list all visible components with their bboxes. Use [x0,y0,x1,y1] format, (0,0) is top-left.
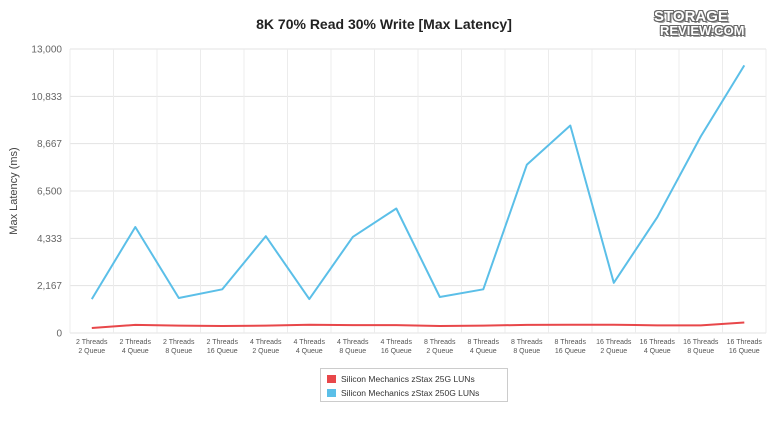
y-tick-label: 6,500 [37,187,62,198]
legend-label-25g: Silicon Mechanics zStax 25G LUNs [341,374,475,384]
x-tick-label: 16 Threads [727,339,763,346]
series-line-250g [90,64,746,301]
x-tick-label: 16 Threads [596,339,632,346]
x-tick-label: 8 Threads [468,339,500,346]
y-tick-label: 8,667 [37,139,62,150]
x-tick-label: 8 Threads [511,339,543,346]
x-tick-label: 8 Queue [513,348,540,355]
y-tick-label: 4,333 [37,234,62,245]
logo-line-1: STORAGE [654,8,728,25]
x-tick-label: 16 Threads [683,339,719,346]
x-tick-label: 8 Threads [555,339,587,346]
legend-item-250g[interactable]: Silicon Mechanics zStax 250G LUNs [327,386,501,400]
x-tick-label: 4 Threads [294,339,326,346]
x-tick-label: 4 Threads [250,339,282,346]
x-tick-label: 2 Threads [207,339,239,346]
y-tick-label: 13,000 [31,45,62,56]
x-tick-label: 4 Queue [644,348,671,355]
x-tick-label: 8 Queue [339,348,366,355]
x-tick-label: 2 Queue [252,348,279,355]
y-tick-label: 2,167 [37,281,62,292]
x-tick-label: 4 Queue [122,348,149,355]
x-tick-label: 16 Queue [555,348,586,355]
y-tick-label: 10,833 [31,92,62,103]
x-tick-label: 2 Threads [120,339,152,346]
legend-label-250g: Silicon Mechanics zStax 250G LUNs [341,388,480,398]
x-tick-label: 4 Queue [296,348,323,355]
x-tick-label: 2 Queue [600,348,627,355]
x-tick-label: 2 Threads [163,339,195,346]
x-tick-label: 2 Queue [78,348,105,355]
x-tick-label: 8 Threads [424,339,456,346]
y-axis-label: Max Latency (ms) [8,147,20,234]
chart-legend: Silicon Mechanics zStax 25G LUNs Silicon… [320,368,508,402]
y-tick-label: 0 [56,329,62,340]
chart-title: 8K 70% Read 30% Write [Max Latency] [256,16,512,32]
logo-line-2: REVIEW.COM [660,23,745,38]
x-tick-label: 2 Threads [76,339,108,346]
x-tick-label: 16 Queue [381,348,412,355]
x-tick-label: 8 Queue [165,348,192,355]
legend-swatch-250g [327,389,336,397]
legend-swatch-25g [327,375,336,383]
storagereview-logo: STORAGE REVIEW.COM [632,8,750,42]
x-tick-label: 16 Threads [640,339,676,346]
x-tick-label: 4 Queue [470,348,497,355]
x-tick-label: 4 Threads [337,339,369,346]
x-tick-label: 16 Queue [207,348,238,355]
x-tick-label: 2 Queue [426,348,453,355]
x-tick-label: 8 Queue [687,348,714,355]
x-tick-label: 16 Queue [729,348,760,355]
legend-item-25g[interactable]: Silicon Mechanics zStax 25G LUNs [327,372,501,386]
x-tick-label: 4 Threads [381,339,413,346]
series-line-25g [91,321,745,329]
